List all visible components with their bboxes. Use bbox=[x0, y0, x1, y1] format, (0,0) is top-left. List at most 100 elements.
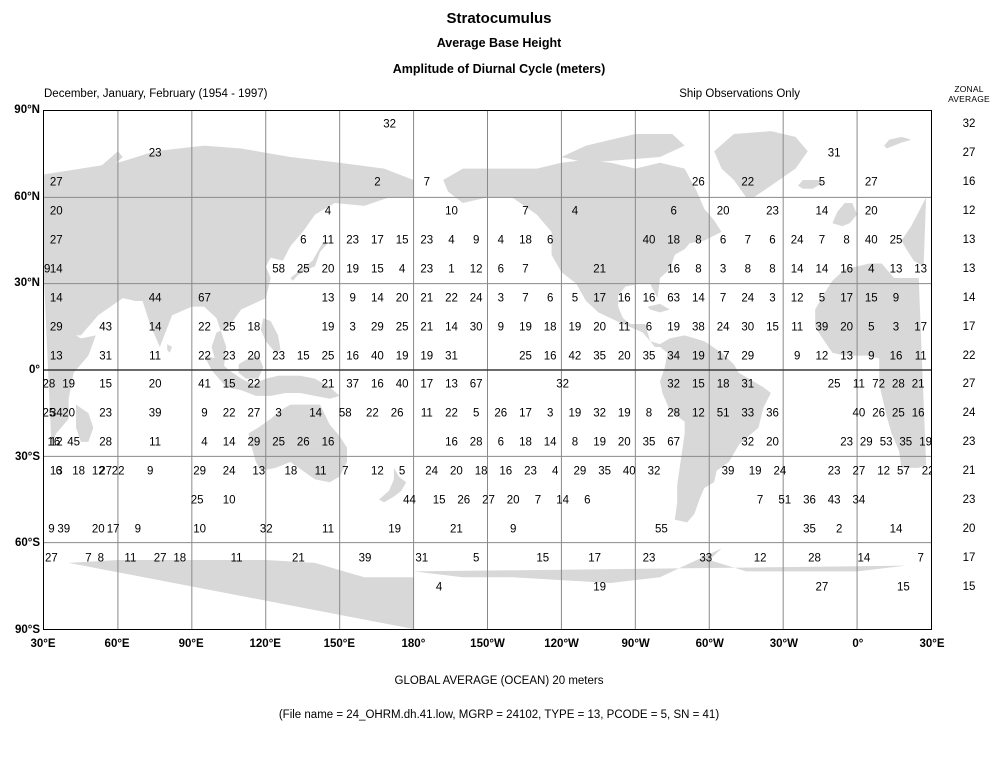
grid-cell-value: 7 bbox=[423, 176, 430, 189]
world-map-grid: 32 23 31 27 2 7 26 22 5 27 20 4 10 7 4 6 20 23 14 20 27 6 11 23… bbox=[43, 110, 932, 630]
grid-cell-value: 20 bbox=[91, 523, 105, 536]
grid-cell-value: 21 bbox=[420, 320, 434, 333]
grid-cell-value: 16 bbox=[889, 349, 903, 362]
grid-cell-value: 35 bbox=[642, 349, 656, 362]
grid-cell-value: 6 bbox=[670, 205, 677, 218]
grid-cell-value: 13 bbox=[321, 292, 335, 305]
zonal-average-value: 27 bbox=[962, 147, 976, 160]
grid-cell-value: 67 bbox=[667, 436, 681, 449]
grid-cell-value: 16 bbox=[321, 436, 335, 449]
grid-cell-value: 6 bbox=[497, 263, 504, 276]
grid-cell-value: 20 bbox=[593, 320, 606, 333]
grid-cell-value: 19 bbox=[691, 349, 705, 362]
grid-cell-value: 30 bbox=[469, 320, 483, 333]
grid-cell-value: 15 bbox=[864, 292, 878, 305]
zonal-average-value: 24 bbox=[962, 407, 976, 420]
longitude-tick-label: 150°E bbox=[323, 638, 356, 650]
latitude-tick-label: 60°S bbox=[14, 537, 40, 550]
grid-cell-value: 19 bbox=[593, 436, 606, 449]
grid-cell-value: 12 bbox=[370, 465, 384, 478]
grid-cell-value: 30 bbox=[741, 320, 755, 333]
zonal-average-value: 21 bbox=[962, 465, 976, 478]
grid-cell-value: 31 bbox=[99, 349, 113, 362]
grid-cell-value: 39 bbox=[148, 407, 162, 420]
grid-cell-value: 25 bbox=[321, 349, 335, 362]
zonal-average-value: 13 bbox=[962, 234, 976, 246]
grid-cell-value: 3 bbox=[275, 407, 282, 420]
grid-cell-value: 20 bbox=[148, 378, 162, 391]
page-title: Stratocumulus bbox=[446, 10, 552, 27]
grid-cell-value: 25 bbox=[395, 320, 409, 333]
zonal-average-value: 14 bbox=[962, 291, 976, 304]
grid-cell-value: 8 bbox=[645, 407, 653, 420]
grid-cell-value: 14 bbox=[370, 292, 384, 305]
grid-cell-value: 24 bbox=[222, 465, 236, 478]
grid-cell-value: 14 bbox=[815, 263, 829, 276]
grid-cell-value: 15 bbox=[222, 378, 236, 391]
grid-cell-value: 44 bbox=[403, 494, 416, 507]
grid-cell-value: 5 bbox=[472, 407, 480, 420]
grid-cell-value: 21 bbox=[449, 523, 463, 536]
grid-cell-value: 20 bbox=[617, 349, 631, 362]
grid-cell-value: 8 bbox=[571, 436, 579, 449]
grid-cell-value: 35 bbox=[899, 436, 913, 449]
grid-cell-value: 21 bbox=[321, 378, 335, 391]
latitude-tick-label: 90°S bbox=[14, 624, 40, 636]
grid-cell-value: 7 bbox=[744, 234, 751, 247]
grid-cell-value: 16 bbox=[617, 292, 631, 305]
grid-cell-value: 22 bbox=[445, 292, 458, 305]
grid-cell-value: 19 bbox=[667, 320, 681, 333]
grid-cell-value: 32 bbox=[383, 118, 397, 131]
grid-cell-value: 23 bbox=[642, 552, 656, 565]
grid-cell-value: 36 bbox=[803, 494, 816, 507]
longitude-tick-label: 120°W bbox=[544, 638, 579, 650]
grid-cell-value: 5 bbox=[818, 292, 826, 305]
grid-cell-value: 9 bbox=[201, 407, 208, 420]
grid-cell-value: 9 bbox=[509, 523, 517, 536]
zonal-average-header-line2: AVERAGE bbox=[948, 94, 990, 104]
zonal-average-value: 20 bbox=[962, 522, 976, 535]
grid-value-layer: 32 23 31 27 2 7 26 22 5 27 20 4 10 7 4 6 20 23 14 20 27 6 11 23… bbox=[44, 111, 931, 629]
grid-cell-value: 2 bbox=[835, 523, 843, 536]
grid-cell-value: 23 bbox=[420, 263, 434, 276]
grid-cell-value: 8 bbox=[769, 263, 776, 276]
grid-cell-value: 32 bbox=[741, 436, 755, 449]
grid-cell-value: 20 bbox=[840, 320, 853, 333]
grid-cell-value: 17 bbox=[588, 552, 602, 565]
grid-cell-value: 11 bbox=[124, 552, 137, 565]
grid-cell-value: 4 bbox=[448, 234, 455, 247]
grid-cell-value: 14 bbox=[815, 205, 829, 218]
grid-cell-value: 17 bbox=[840, 292, 853, 305]
grid-cell-value: 8 bbox=[695, 234, 702, 247]
grid-cell-value: 18 bbox=[72, 465, 85, 478]
grid-cell-value: 28 bbox=[43, 378, 56, 391]
grid-cell-value: 17 bbox=[914, 320, 928, 333]
grid-cell-value: 13 bbox=[889, 263, 903, 276]
grid-cell-value: 23 bbox=[827, 465, 841, 478]
grid-cell-value: 11 bbox=[420, 407, 433, 420]
grid-cell-value: 15 bbox=[536, 552, 550, 565]
grid-cell-value: 27 bbox=[49, 176, 63, 189]
grid-cell-value: 23 bbox=[524, 465, 537, 478]
longitude-tick-label: 30°W bbox=[769, 638, 798, 650]
grid-cell-value: 11 bbox=[314, 465, 327, 478]
grid-cell-value: 16 bbox=[642, 292, 656, 305]
zonal-average-value: 16 bbox=[962, 176, 976, 189]
grid-cell-value: 12 bbox=[877, 465, 890, 478]
grid-cell-value: 16 bbox=[370, 378, 384, 391]
grid-cell-value: 39 bbox=[358, 552, 372, 565]
grid-cell-value: 26 bbox=[494, 407, 508, 420]
grid-cell-value: 29 bbox=[859, 436, 873, 449]
grid-cell-value: 24 bbox=[425, 465, 439, 478]
grid-cell-value: 14 bbox=[445, 320, 458, 333]
latitude-tick-label: 90°N bbox=[14, 104, 40, 116]
grid-cell-value: 23 bbox=[840, 436, 853, 449]
grid-cell-value: 34 bbox=[852, 494, 866, 507]
grid-cell-value: 5 bbox=[818, 176, 826, 189]
zonal-average-value: 27 bbox=[962, 378, 976, 391]
grid-cell-value: 8 bbox=[97, 552, 104, 565]
grid-cell-value: 9 bbox=[793, 349, 801, 362]
grid-cell-value: 39 bbox=[815, 320, 829, 333]
zonal-average-header: ZONAL AVERAGE bbox=[940, 84, 998, 104]
grid-cell-value: 7 bbox=[818, 234, 826, 247]
